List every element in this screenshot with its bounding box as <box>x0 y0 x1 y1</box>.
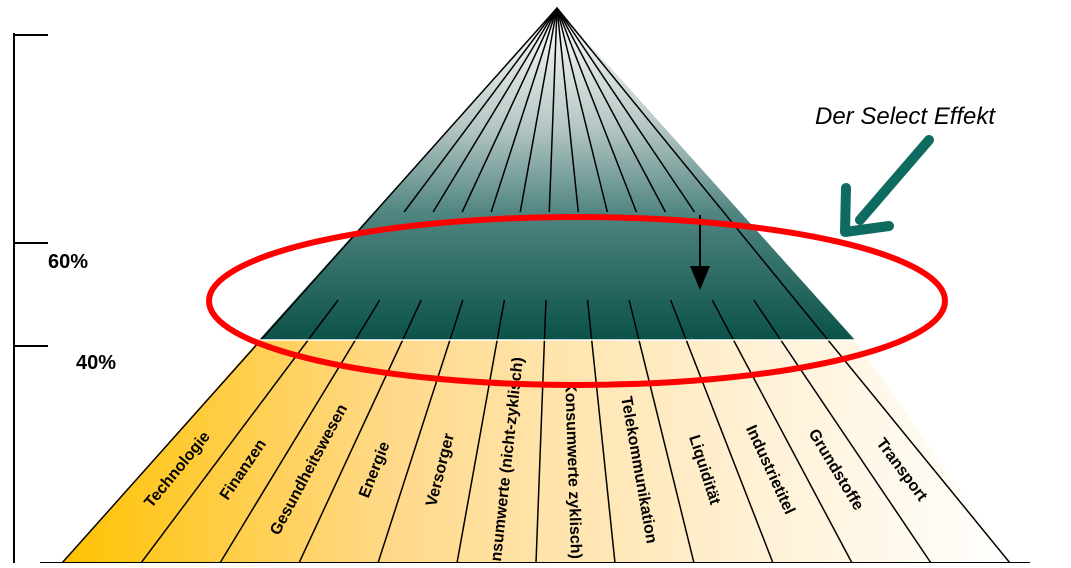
ray-lower <box>219 299 381 564</box>
ray-upper <box>556 7 609 213</box>
ray-lower <box>298 299 422 564</box>
ray-lower <box>586 299 616 564</box>
callout-text: Der Select Effekt <box>815 103 996 130</box>
pyramid <box>40 6 1030 564</box>
ray-lower <box>628 299 695 564</box>
ray-upper <box>432 7 558 213</box>
ray-upper <box>556 7 638 213</box>
pyramid-rays <box>140 7 932 564</box>
ray-lower <box>140 299 339 564</box>
ray-upper <box>556 7 667 213</box>
ray-upper <box>556 7 580 213</box>
pyramid-upper <box>259 8 855 340</box>
sector-label: Konsumwerte zyklisch) <box>561 381 584 559</box>
ray-lower <box>456 299 506 564</box>
ray-lower <box>711 299 853 564</box>
ray-upper <box>490 7 558 213</box>
ray-upper <box>519 7 558 213</box>
ray-upper <box>548 7 558 213</box>
select-ring <box>206 214 948 388</box>
ray-lower <box>377 299 464 564</box>
scale-label-40: 40% <box>76 352 116 374</box>
pyramid-base <box>62 340 1010 563</box>
scale-label-60: 60% <box>48 251 88 273</box>
ray-lower <box>535 299 547 564</box>
scale-axis: 60% 40% <box>13 33 116 563</box>
ray-lower <box>753 299 932 564</box>
ray-upper <box>461 7 558 213</box>
ray-upper <box>403 7 558 213</box>
callout-arrow-icon <box>840 135 934 237</box>
ray-lower <box>669 299 774 564</box>
ray-upper <box>556 7 696 213</box>
